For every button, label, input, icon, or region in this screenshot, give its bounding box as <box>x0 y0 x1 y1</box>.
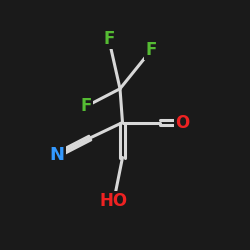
Text: O: O <box>176 114 190 132</box>
Text: F: F <box>80 97 92 115</box>
Text: F: F <box>103 30 115 48</box>
Text: F: F <box>146 41 157 59</box>
Text: HO: HO <box>100 192 128 210</box>
Text: N: N <box>50 146 64 164</box>
